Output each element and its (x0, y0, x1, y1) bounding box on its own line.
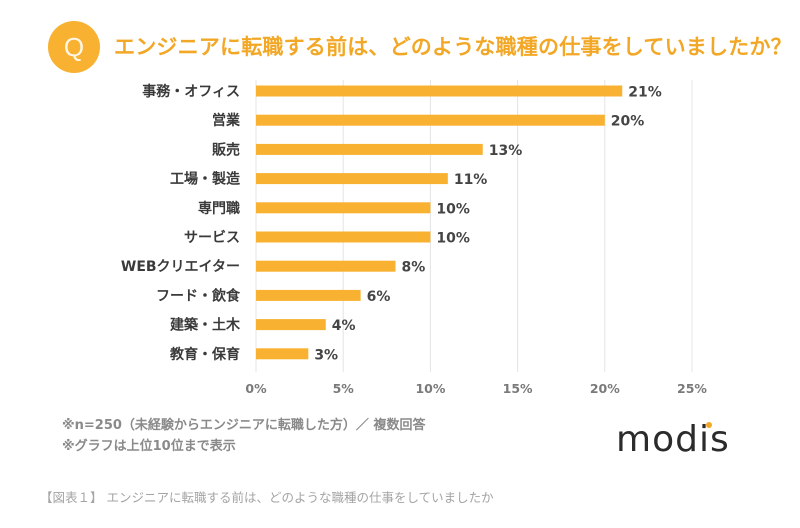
sample-size-note: ※n=250（未経験からエンジニアに転職した方）／ 複数回答 (62, 418, 426, 433)
bar (256, 202, 431, 214)
category-label: WEBクリエイター (121, 259, 240, 275)
bar (256, 289, 361, 301)
category-label: フード・飲食 (156, 287, 241, 304)
modis-logo: modis (616, 419, 730, 460)
value-label: 3% (314, 347, 338, 363)
bar (256, 260, 396, 272)
category-label: 事務・オフィス (142, 83, 240, 100)
bar (256, 143, 483, 155)
value-labels: 21% 20% 13%11% 10% 10% 8% 6% 4% 3% (314, 85, 661, 364)
x-tick-label: 25% (677, 381, 707, 396)
bar (256, 348, 309, 360)
category-label: サービス (184, 230, 240, 246)
question-badge-letter: Q (63, 31, 85, 62)
bars (256, 85, 623, 360)
category-label: 工場・製造 (170, 171, 240, 188)
value-label: 13% (489, 143, 523, 159)
bar (256, 173, 448, 185)
chart-title: エンジニアに転職する前は、どのような職種の仕事をしていましたか？ (114, 35, 792, 59)
x-tick-label: 5% (333, 381, 355, 396)
bar (256, 231, 431, 243)
x-tick-label: 10% (415, 381, 445, 396)
question-badge: Q (48, 21, 100, 73)
top10-note: ※グラフは上位10位まで表示 (62, 439, 236, 454)
x-tick-label: 20% (590, 381, 620, 396)
value-label: 8% (402, 260, 426, 276)
value-label: 11% (454, 172, 488, 188)
value-label: 10% (436, 231, 470, 247)
figure-caption: 【図表１】 エンジニアに転職する前は、どのような職種の仕事をしていましたか (40, 490, 494, 505)
value-label: 10% (436, 201, 470, 217)
value-label: 4% (332, 318, 356, 334)
category-label: 専門職 (198, 200, 240, 217)
bar (256, 85, 623, 97)
value-label: 20% (611, 114, 645, 130)
category-label: 販売 (212, 141, 240, 158)
category-label: 教育・保育 (170, 346, 240, 363)
category-label: 営業 (212, 112, 241, 129)
category-label: 建築・土木 (170, 317, 241, 334)
value-label: 21% (628, 85, 662, 101)
bar (256, 319, 326, 331)
x-tick-label: 0% (245, 381, 267, 396)
logo-dot-icon (706, 422, 712, 428)
value-label: 6% (367, 289, 391, 305)
x-axis-ticks: 0% 5% 10% 15% 20% 25% (245, 381, 707, 396)
bar (256, 114, 605, 126)
x-tick-label: 15% (503, 381, 533, 396)
